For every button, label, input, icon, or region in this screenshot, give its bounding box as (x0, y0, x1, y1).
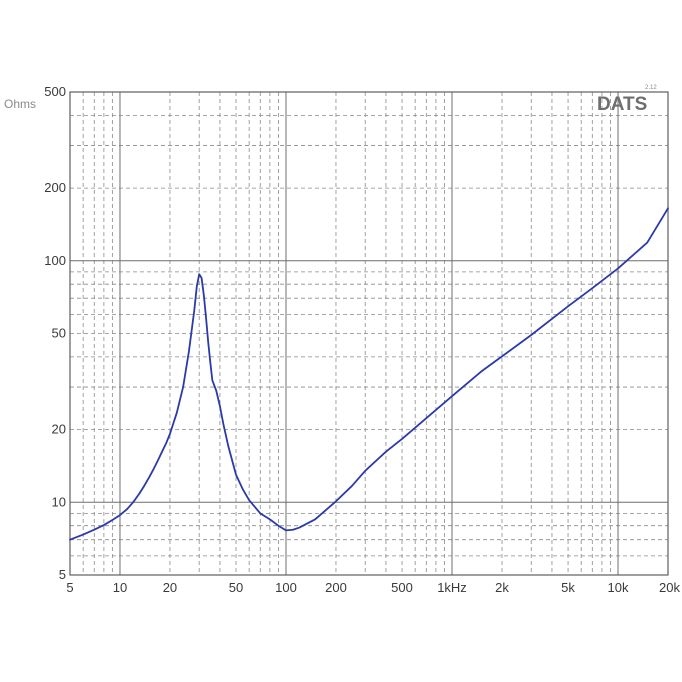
grid-major-lines (70, 92, 668, 575)
brand-version: 2.12 (645, 85, 657, 91)
x-tick-label: 2k (495, 580, 509, 595)
x-tick-label: 10 (113, 580, 127, 595)
y-tick-label: 500 (44, 84, 66, 99)
x-tick-label: 20 (163, 580, 177, 595)
x-tick-label: 10k (608, 580, 629, 595)
x-tick-label: 5 (66, 580, 73, 595)
y-tick-label: 10 (52, 494, 66, 509)
y-tick-label: 50 (52, 326, 66, 341)
impedance-curve (69, 207, 669, 541)
x-tick-label: 100 (275, 580, 297, 595)
x-tick-label: 200 (325, 580, 347, 595)
x-tick-label: 1kHz (437, 580, 467, 595)
x-tick-label: 20k (659, 580, 680, 595)
y-tick-label: 100 (44, 253, 66, 268)
y-tick-label: 20 (52, 422, 66, 437)
x-tick-label: 500 (391, 580, 413, 595)
grid-minor-lines (70, 92, 668, 575)
brand-logo: DATS (597, 94, 647, 115)
y-axis-unit-label: Ohms (4, 97, 36, 111)
x-tick-label: 5k (561, 580, 575, 595)
series-layer (69, 207, 669, 541)
y-tick-label: 200 (44, 180, 66, 195)
x-tick-label: 50 (229, 580, 243, 595)
y-tick-labels: 5 10 20 50 100 200 500 (44, 84, 66, 582)
x-tick-labels: 5 10 20 50 100 200 500 1kHz 2k 5k 10k 20k (66, 580, 680, 595)
plot-frame (69, 91, 669, 576)
y-tick-label: 5 (59, 567, 66, 582)
